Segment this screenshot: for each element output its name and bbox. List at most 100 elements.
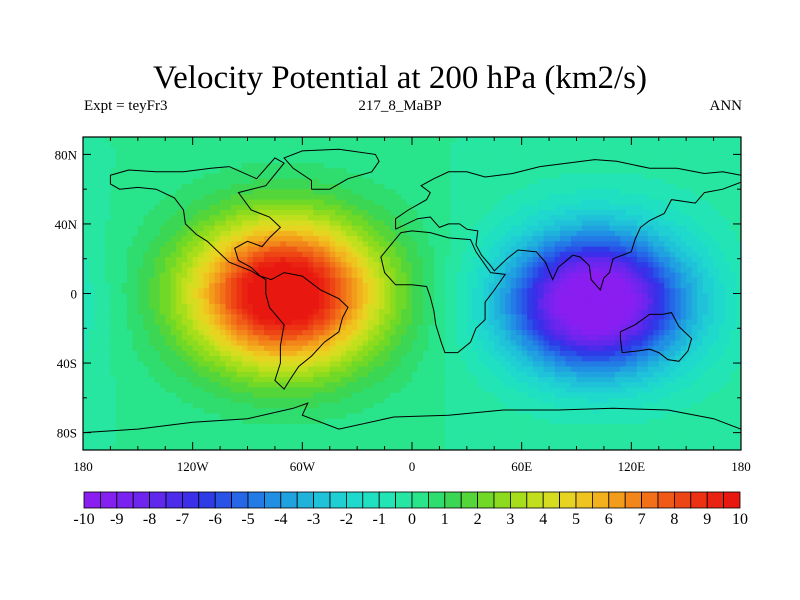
field-cell xyxy=(412,324,419,331)
field-cell xyxy=(307,330,314,336)
field-cell xyxy=(340,324,347,331)
field-cell xyxy=(99,189,106,195)
field-cell xyxy=(280,293,287,300)
field-cell xyxy=(143,199,150,206)
field-cell xyxy=(439,204,446,211)
field-cell xyxy=(220,303,227,310)
field-cell xyxy=(560,256,567,263)
field-cell xyxy=(351,163,358,169)
field-cell xyxy=(362,303,369,310)
field-cell xyxy=(543,241,550,248)
field-cell xyxy=(274,345,281,352)
field-cell xyxy=(455,204,462,211)
field-cell xyxy=(242,215,249,222)
field-cell xyxy=(609,168,616,175)
field-cell xyxy=(428,293,435,300)
field-cell xyxy=(231,220,238,227)
field-cell xyxy=(121,293,128,300)
field-cell xyxy=(395,251,402,258)
field-cell xyxy=(724,340,731,347)
field-cell xyxy=(680,157,687,164)
field-cell xyxy=(642,236,649,242)
field-cell xyxy=(686,283,693,289)
field-cell xyxy=(401,157,408,164)
field-cell xyxy=(625,277,632,284)
field-cell xyxy=(549,345,556,352)
field-cell xyxy=(527,189,534,195)
field-cell xyxy=(455,183,462,190)
field-cell xyxy=(477,340,484,347)
field-cell xyxy=(335,225,342,232)
field-cell xyxy=(192,215,199,222)
field-cell xyxy=(631,163,638,169)
field-cell xyxy=(658,319,665,326)
field-cell xyxy=(296,152,303,159)
field-cell xyxy=(527,256,534,263)
field-cell xyxy=(187,199,194,206)
field-cell xyxy=(675,199,682,206)
field-cell xyxy=(477,178,484,185)
field-cell xyxy=(444,314,451,321)
field-cell xyxy=(587,314,594,321)
field-cell xyxy=(620,262,627,269)
field-cell xyxy=(730,168,737,175)
field-cell xyxy=(417,350,424,357)
field-cell xyxy=(126,262,133,269)
field-cell xyxy=(313,283,320,289)
field-cell xyxy=(83,262,90,269)
field-cell xyxy=(444,293,451,300)
field-cell xyxy=(176,350,183,357)
field-cell xyxy=(302,345,309,352)
field-cell xyxy=(669,314,676,321)
field-cell xyxy=(444,340,451,347)
field-cell xyxy=(154,147,161,154)
field-cell xyxy=(258,324,265,331)
field-cell xyxy=(735,314,741,321)
field-cell xyxy=(417,163,424,169)
field-cell xyxy=(329,183,336,190)
field-cell xyxy=(499,283,506,289)
field-cell xyxy=(702,147,709,154)
field-cell xyxy=(625,178,632,185)
field-cell xyxy=(664,293,671,300)
field-cell xyxy=(280,230,287,237)
field-cell xyxy=(220,340,227,347)
field-cell xyxy=(636,324,643,331)
field-cell xyxy=(165,142,172,149)
field-cell xyxy=(209,210,216,216)
field-cell xyxy=(351,157,358,164)
field-cell xyxy=(390,163,397,169)
field-cell xyxy=(247,194,254,201)
field-cell xyxy=(625,142,632,149)
field-cell xyxy=(422,262,430,269)
field-cell xyxy=(346,262,353,269)
field-cell xyxy=(203,225,210,232)
field-cell xyxy=(521,272,528,279)
field-cell xyxy=(527,168,534,175)
field-cell xyxy=(724,173,731,180)
field-cell xyxy=(357,178,364,185)
field-cell xyxy=(406,178,413,185)
field-cell xyxy=(198,319,205,326)
field-cell xyxy=(263,288,271,295)
field-cell xyxy=(214,210,221,216)
field-cell xyxy=(258,157,265,164)
field-cell xyxy=(592,277,600,284)
field-cell xyxy=(719,189,726,195)
field-cell xyxy=(307,345,314,352)
field-cell xyxy=(691,277,698,284)
field-cell xyxy=(401,298,408,305)
field-cell xyxy=(231,345,238,352)
field-cell xyxy=(351,277,358,284)
field-cell xyxy=(209,183,216,190)
field-cell xyxy=(220,204,227,211)
field-cell xyxy=(203,345,210,352)
field-cell xyxy=(401,288,408,295)
field-cell xyxy=(280,142,287,149)
field-cell xyxy=(132,168,139,175)
field-cell xyxy=(198,262,205,269)
field-cell xyxy=(598,288,605,295)
field-cell xyxy=(307,173,314,180)
field-cell xyxy=(625,220,632,227)
field-cell xyxy=(708,147,715,154)
